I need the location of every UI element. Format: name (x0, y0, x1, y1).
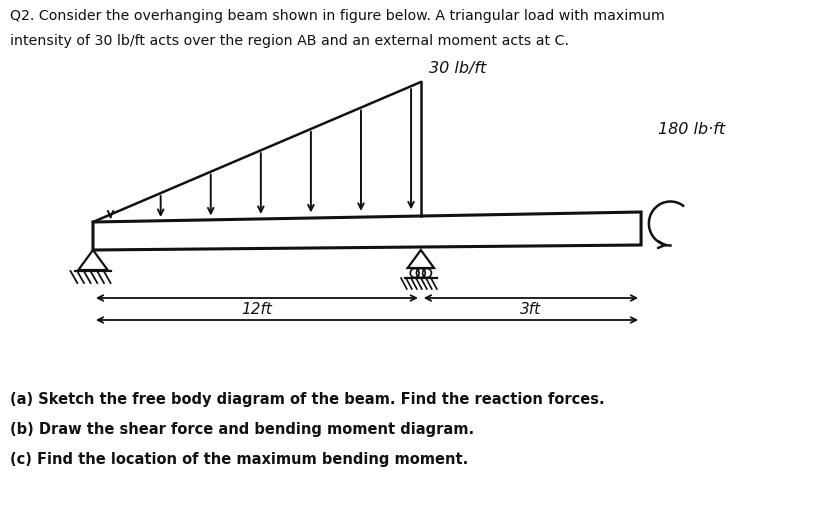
Text: 3ft: 3ft (520, 302, 542, 317)
Text: (a) Sketch the free body diagram of the beam. Find the reaction forces.: (a) Sketch the free body diagram of the … (10, 392, 604, 407)
Text: 12ft: 12ft (241, 302, 272, 317)
Text: Q2. Consider the overhanging beam shown in figure below. A triangular load with : Q2. Consider the overhanging beam shown … (10, 9, 665, 23)
Polygon shape (78, 250, 107, 270)
Text: 180 lb·ft: 180 lb·ft (658, 122, 725, 136)
Text: intensity of 30 lb/ft acts over the region AB and an external moment acts at C.: intensity of 30 lb/ft acts over the regi… (10, 34, 569, 48)
Text: (b) Draw the shear force and bending moment diagram.: (b) Draw the shear force and bending mom… (10, 422, 474, 437)
Text: 30 lb/ft: 30 lb/ft (428, 61, 486, 76)
Polygon shape (408, 250, 434, 268)
Text: (c) Find the location of the maximum bending moment.: (c) Find the location of the maximum ben… (10, 452, 468, 467)
Polygon shape (93, 212, 641, 250)
